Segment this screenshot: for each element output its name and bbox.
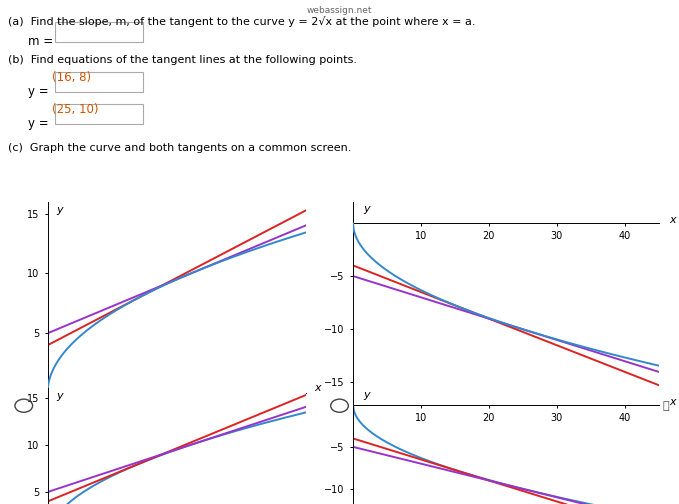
Text: m =: m = [28,35,53,48]
Text: (25, 10): (25, 10) [52,103,98,116]
Text: y: y [363,204,370,214]
Bar [55,104,143,124]
Text: ⓘ: ⓘ [662,401,669,411]
Bar [55,72,143,92]
Text: (b)  Find equations of the tangent lines at the following points.: (b) Find equations of the tangent lines … [8,55,357,66]
Text: y: y [56,391,62,401]
Text: y =: y = [28,117,49,130]
Text: x: x [314,384,320,393]
Text: (c)  Graph the curve and both tangents on a common screen.: (c) Graph the curve and both tangents on… [8,143,351,153]
Text: y: y [363,390,370,400]
Bar [55,22,143,42]
Text: x: x [669,215,676,225]
Text: webassign.net: webassign.net [307,6,372,15]
Text: x: x [669,397,676,407]
Text: y =: y = [28,85,49,98]
Text: (16, 8): (16, 8) [52,71,91,84]
Text: (a)  Find the slope, m, of the tangent to the curve y = 2√x at the point where x: (a) Find the slope, m, of the tangent to… [8,16,475,27]
Text: y: y [56,205,62,215]
